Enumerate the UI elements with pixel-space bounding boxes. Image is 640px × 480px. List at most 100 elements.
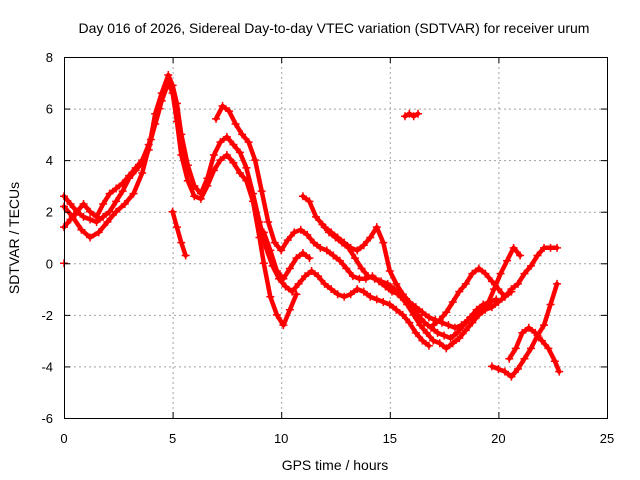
data-point	[172, 223, 181, 232]
data-point	[290, 228, 299, 237]
data-point	[183, 161, 192, 170]
data-point	[285, 264, 294, 273]
data-point	[418, 308, 427, 317]
data-point	[379, 297, 388, 306]
data-point	[440, 331, 449, 340]
data-point	[164, 71, 173, 80]
data-point	[442, 344, 451, 353]
data-point	[533, 251, 542, 260]
data-point	[103, 218, 112, 227]
data-point	[411, 328, 420, 337]
data-point	[333, 233, 342, 242]
data-point	[544, 344, 553, 353]
data-point	[531, 328, 540, 337]
y-tick-label: -6	[41, 411, 53, 426]
data-point	[516, 251, 525, 260]
data-point	[546, 300, 555, 309]
data-point	[364, 272, 373, 281]
data-point	[320, 223, 329, 232]
data-point	[518, 328, 527, 337]
data-point	[112, 197, 121, 206]
data-point	[270, 238, 279, 247]
data-point	[346, 243, 355, 252]
data-point	[429, 321, 438, 330]
x-axis-label: GPS time / hours	[282, 457, 389, 473]
x-tick-label: 10	[274, 431, 288, 446]
data-point	[86, 207, 95, 216]
data-point	[248, 189, 257, 198]
data-point	[225, 107, 234, 116]
data-point	[503, 256, 512, 265]
data-point	[120, 199, 129, 208]
data-point	[281, 282, 290, 291]
data-point	[392, 279, 401, 288]
data-point	[405, 109, 414, 118]
data-point	[405, 297, 414, 306]
data-point	[264, 218, 273, 227]
data-point	[301, 272, 310, 281]
data-point	[155, 104, 164, 113]
data-point	[418, 336, 427, 345]
data-point	[457, 321, 466, 330]
data-point	[335, 256, 344, 265]
data-point	[298, 192, 307, 201]
data-point	[494, 365, 503, 374]
data-point	[279, 321, 288, 330]
series-line	[300, 193, 514, 351]
data-point	[507, 372, 516, 381]
data-point	[372, 223, 381, 232]
data-point	[309, 238, 318, 247]
data-point	[190, 181, 199, 190]
data-point	[229, 140, 238, 149]
data-point	[292, 290, 301, 299]
data-point	[66, 199, 75, 208]
data-point	[305, 197, 314, 206]
series-pass-h	[505, 323, 564, 376]
data-point	[157, 89, 166, 98]
data-point	[79, 212, 88, 221]
data-point	[433, 328, 442, 337]
data-point	[298, 248, 307, 257]
series-line	[402, 111, 421, 119]
data-point	[513, 365, 522, 374]
series-pass-i	[259, 228, 314, 283]
data-point	[494, 285, 503, 294]
data-point	[216, 138, 225, 147]
data-point	[99, 212, 108, 221]
data-point	[238, 130, 247, 139]
data-point	[340, 238, 349, 247]
data-point	[359, 241, 368, 250]
data-point	[131, 166, 140, 175]
data-point	[359, 287, 368, 296]
data-point	[416, 321, 425, 330]
data-point	[487, 277, 496, 286]
data-point	[446, 334, 455, 343]
data-point	[73, 207, 82, 216]
data-point	[177, 238, 186, 247]
data-point	[283, 236, 292, 245]
series-pass-k	[168, 207, 190, 260]
grid-lines	[64, 57, 607, 418]
data-point	[409, 112, 418, 121]
data-point	[448, 297, 457, 306]
chart-title: Day 016 of 2026, Sidereal Day-to-day VTE…	[79, 20, 590, 36]
data-point	[242, 163, 251, 172]
data-point	[322, 246, 331, 255]
data-point	[540, 321, 549, 330]
data-point	[509, 243, 518, 252]
series-pass-j	[60, 104, 164, 242]
data-point	[442, 308, 451, 317]
data-point	[401, 112, 410, 121]
data-point	[231, 120, 240, 129]
data-point	[255, 218, 264, 227]
data-point	[190, 192, 199, 201]
data-point	[272, 310, 281, 319]
data-point	[555, 367, 564, 376]
data-point	[342, 264, 351, 273]
data-point	[537, 336, 546, 345]
data-point	[216, 156, 225, 165]
data-point	[351, 254, 360, 263]
series-pass-l	[401, 109, 423, 121]
data-point	[346, 290, 355, 299]
